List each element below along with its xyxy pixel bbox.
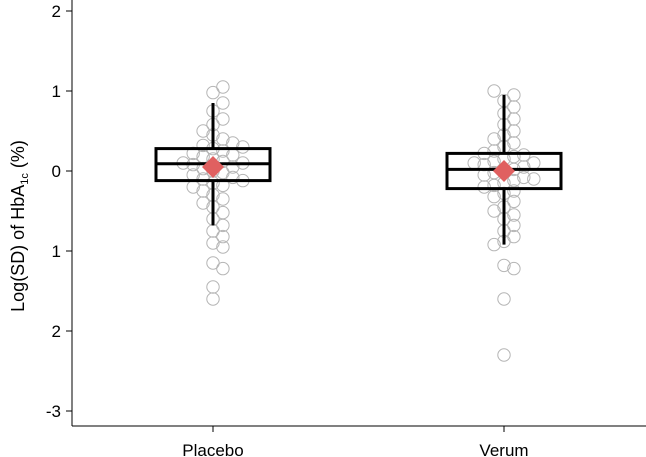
x-tick-label-placebo: Placebo: [182, 441, 243, 457]
y-tick-label: 1: [52, 242, 61, 261]
data-point: [507, 208, 521, 222]
data-point: [487, 132, 501, 146]
data-point: [226, 170, 240, 185]
data-point: [487, 84, 501, 98]
y-axis: 2 1 0 1 2 -3: [46, 0, 73, 426]
data-point: [196, 196, 210, 210]
box-verum: [445, 95, 563, 245]
mean-marker: [493, 160, 515, 182]
data-point: [497, 292, 511, 306]
data-point: [487, 154, 501, 169]
y-tick-label: 2: [52, 322, 61, 341]
data-point: [236, 140, 250, 154]
data-point: [497, 258, 511, 273]
data-point: [206, 256, 220, 270]
data-point: [507, 88, 521, 102]
data-point: [487, 189, 501, 204]
data-point: [226, 148, 240, 162]
data-point: [216, 192, 230, 206]
box-plots: [154, 95, 563, 245]
y-axis-label-prefix: Log(SD) of HbA: [8, 185, 28, 312]
mean-marker: [202, 156, 224, 178]
x-tick-label-verum: Verum: [479, 441, 528, 457]
data-point: [206, 280, 220, 294]
data-point: [216, 218, 230, 233]
data-point: [196, 138, 210, 153]
data-point: [517, 148, 531, 162]
data-point: [487, 204, 501, 218]
data-point: [216, 80, 230, 94]
data-point: [527, 172, 541, 186]
y-axis-label-suffix: (%): [8, 140, 28, 173]
y-tick-label: 1: [52, 82, 61, 101]
data-point: [206, 292, 220, 306]
x-axis: Placebo Verum: [72, 425, 646, 457]
y-tick-label: -3: [46, 402, 61, 421]
y-axis-label: Log(SD) of HbA1c (%): [8, 140, 31, 312]
data-point: [507, 149, 521, 164]
data-point: [196, 184, 210, 198]
data-point: [507, 218, 521, 233]
data-point: [517, 170, 531, 185]
data-point: [507, 194, 521, 209]
data-point: [487, 237, 501, 252]
data-points: [176, 80, 541, 362]
data-point: [216, 132, 230, 146]
data-point: [216, 240, 230, 254]
data-point: [206, 85, 220, 100]
data-point: [216, 96, 230, 110]
data-point: [507, 173, 521, 188]
data-point: [477, 180, 491, 194]
data-point: [487, 178, 501, 193]
data-point: [186, 180, 200, 194]
y-tick-label: 0: [52, 162, 61, 181]
data-point: [216, 229, 230, 244]
iqr-box: [445, 151, 563, 191]
y-axis-label-subscript: 1c: [19, 173, 31, 185]
data-point: [507, 261, 521, 276]
data-point: [507, 229, 521, 244]
data-point: [216, 112, 230, 126]
data-point: [206, 236, 220, 250]
data-point: [497, 348, 511, 362]
data-point: [507, 184, 521, 198]
data-point: [216, 261, 230, 276]
y-tick-label: 2: [52, 2, 61, 21]
data-point: [527, 156, 541, 170]
data-point: [196, 124, 210, 138]
box-placebo: [154, 103, 272, 226]
